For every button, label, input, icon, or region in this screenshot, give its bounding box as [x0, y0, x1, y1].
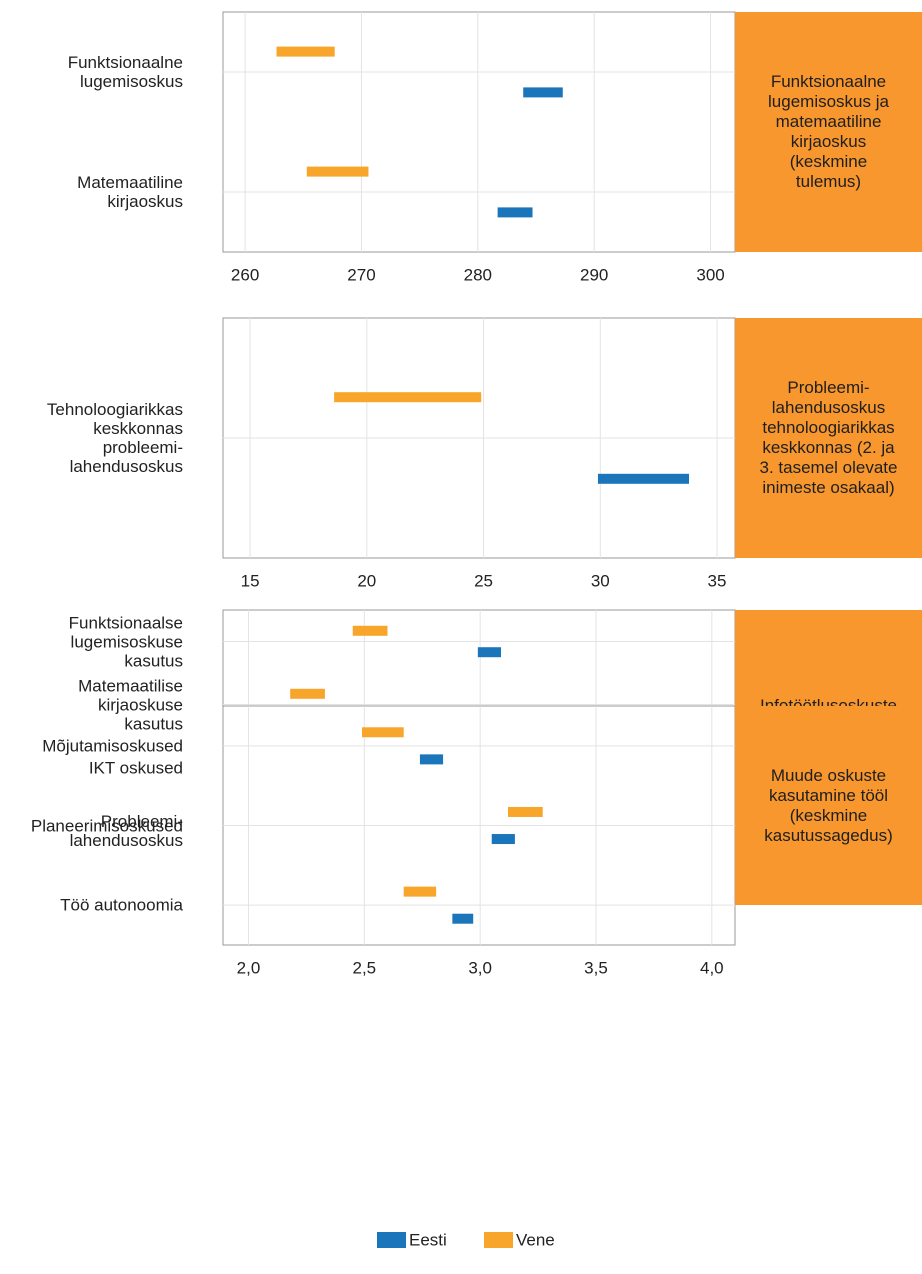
x-tick-label: 270 [347, 265, 375, 284]
range-bar [497, 207, 533, 218]
x-tick-label: 30 [591, 571, 610, 590]
x-tick-label: 260 [231, 265, 259, 284]
x-tick-label: 290 [580, 265, 608, 284]
x-tick-label: 4,0 [700, 958, 724, 977]
range-bar [276, 46, 335, 57]
x-tick-label: 2,5 [353, 958, 377, 977]
category-label: Probleemi- lahendusoskus [69, 811, 183, 850]
category-label: Töö autonoomia [60, 895, 183, 915]
range-bar [491, 834, 515, 845]
range-bar [352, 625, 388, 636]
x-tick-label: 3,5 [584, 958, 608, 977]
range-bar [477, 647, 502, 658]
range-bar [334, 392, 482, 403]
category-label: Mõjutamisoskused [42, 736, 183, 756]
range-bar [452, 913, 474, 924]
range-bar [403, 886, 437, 897]
range-bar [419, 754, 444, 765]
range-bar [507, 806, 543, 817]
range-bar [306, 166, 369, 177]
legend-swatch [377, 1232, 406, 1248]
range-bar [362, 727, 404, 738]
range-bar [290, 688, 325, 699]
category-label: Funktsionaalse lugemisoskuse kasutus [68, 613, 183, 670]
legend-swatch [484, 1232, 513, 1248]
x-tick-label: 300 [696, 265, 724, 284]
x-tick-label: 35 [708, 571, 727, 590]
range-bar [597, 473, 690, 484]
legend-label: Eesti [409, 1230, 447, 1249]
category-label: Funktsionaalne lugemisoskus [67, 53, 183, 91]
category-label: Tehnoloogiarikkas keskkonnas probleemi- … [46, 400, 183, 476]
category-label: Matemaatiline kirjaoskus [77, 173, 183, 211]
x-tick-label: 3,0 [468, 958, 492, 977]
panel-label: Probleemi- lahendusoskus tehnoloogiarikk… [735, 318, 922, 558]
x-tick-label: 25 [474, 571, 493, 590]
x-tick-label: 280 [464, 265, 492, 284]
x-tick-label: 20 [357, 571, 376, 590]
panel-label: Muude oskuste kasutamine tööl (keskmine … [735, 706, 922, 905]
category-label: IKT oskused [88, 758, 183, 777]
panel-label: Funktsionaalne lugemisoskus ja matemaati… [735, 12, 922, 252]
category-label: Matemaatilise kirjaoskuse kasutus [78, 676, 183, 733]
range-bar [523, 87, 563, 98]
legend-label: Vene [516, 1230, 555, 1249]
x-tick-label: 15 [241, 571, 260, 590]
category-label: Planeerimisoskused [30, 816, 183, 835]
x-tick-label: 2,0 [237, 958, 261, 977]
